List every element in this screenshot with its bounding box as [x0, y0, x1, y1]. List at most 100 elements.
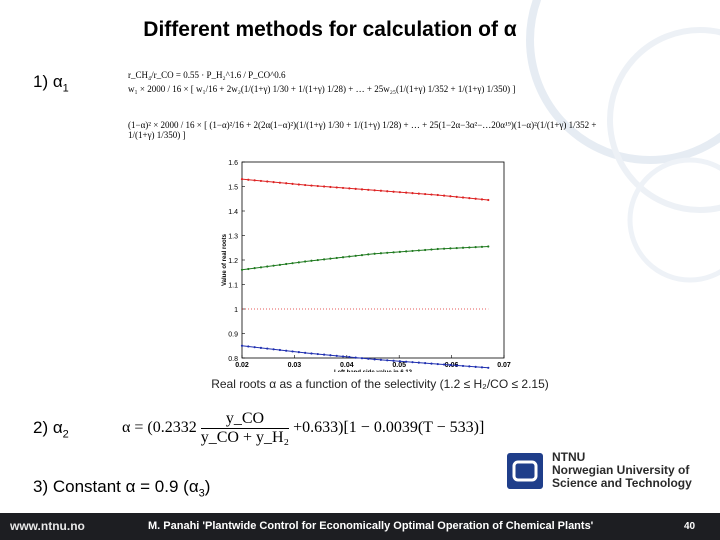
data-point [480, 245, 484, 248]
data-point [348, 355, 351, 359]
y-tick-label: 1.4 [228, 209, 238, 216]
data-point [291, 262, 294, 265]
data-point [304, 260, 307, 263]
data-point [348, 255, 351, 258]
data-point [430, 193, 433, 196]
data-point [253, 179, 256, 182]
data-point [379, 252, 383, 255]
data-point [322, 258, 326, 261]
data-point [442, 194, 446, 197]
data-point [316, 352, 319, 356]
data-point [322, 185, 326, 188]
data-point [354, 356, 357, 359]
data-point [272, 181, 275, 184]
data-point [442, 247, 446, 250]
data-point [341, 355, 345, 358]
data-point [247, 178, 250, 181]
data-point [278, 181, 281, 184]
equation-1: r_CH₄/r_CO = 0.55 · P_H₂^1.6 / P_CO^0.6 … [128, 70, 515, 94]
data-point [411, 361, 414, 364]
data-point [348, 187, 351, 190]
data-point [367, 253, 370, 256]
data-point [360, 357, 364, 360]
alpha-2-fraction: y_CO y_CO + y_H₂ [200, 410, 290, 447]
data-point [417, 192, 420, 195]
data-point [468, 246, 471, 249]
data-point [386, 251, 389, 254]
y-tick-label: 1.3 [228, 234, 238, 241]
data-point [360, 188, 364, 191]
data-point [304, 351, 307, 354]
ntnu-logo-text: NTNU Norwegian University of Science and… [552, 450, 692, 490]
data-point [461, 364, 465, 368]
data-point [442, 363, 446, 366]
data-point [285, 349, 288, 352]
data-point [329, 257, 332, 260]
data-point [272, 264, 275, 267]
data-point [240, 344, 244, 347]
plot-frame [241, 161, 505, 359]
data-point [480, 366, 484, 369]
data-point [341, 256, 345, 259]
method-1-label: 1) α1 [33, 72, 69, 95]
alpha-2-denominator: y_CO + y_H₂ [200, 429, 290, 446]
data-point [247, 345, 250, 348]
data-point [405, 250, 408, 253]
data-point [487, 366, 490, 369]
data-point [436, 193, 439, 197]
data-point [430, 362, 433, 365]
data-point [455, 364, 458, 367]
footer-citation: M. Panahi 'Plantwide Control for Economi… [148, 520, 594, 532]
data-point [487, 198, 490, 202]
data-point [304, 183, 307, 187]
data-point [253, 346, 256, 349]
data-point [411, 192, 414, 195]
data-point [373, 358, 376, 361]
data-point [398, 250, 401, 253]
y-tick-label: 1.5 [228, 185, 238, 192]
data-point [449, 247, 452, 250]
x-tick-label: 0.03 [288, 362, 302, 369]
y-tick-label: 0.9 [228, 332, 238, 339]
data-point [329, 354, 332, 357]
data-point [424, 248, 427, 252]
y-tick-label: 0.8 [228, 356, 238, 363]
data-point [278, 348, 281, 352]
data-point [386, 359, 389, 362]
data-point [392, 251, 395, 254]
data-point [259, 179, 263, 183]
data-point [354, 254, 357, 257]
data-point [468, 197, 471, 200]
data-point [297, 183, 300, 186]
data-point [424, 192, 427, 196]
y-tick-label: 1.6 [228, 160, 238, 167]
data-point [430, 248, 433, 251]
footer-bar: www.ntnu.no M. Panahi 'Plantwide Control… [0, 513, 720, 540]
data-point [297, 261, 300, 264]
data-point [468, 365, 471, 368]
data-point [487, 245, 490, 248]
data-point [278, 263, 281, 266]
data-point [474, 197, 477, 200]
data-point [436, 362, 439, 366]
data-point [449, 195, 452, 198]
data-point [379, 189, 383, 192]
data-point [285, 182, 288, 185]
data-point [360, 254, 364, 257]
data-point [474, 365, 477, 368]
data-point [405, 360, 408, 363]
x-tick-label: 0.02 [235, 362, 249, 369]
data-point [386, 190, 389, 193]
data-point [272, 348, 275, 351]
page-number: 40 [684, 521, 696, 532]
alpha-2-pre: α = (0.2332 [122, 419, 197, 437]
data-point [310, 184, 313, 187]
data-point [455, 246, 458, 250]
data-point [285, 262, 288, 266]
x-tick-label: 0.04 [340, 362, 354, 369]
data-point [373, 189, 376, 192]
data-point [474, 246, 477, 249]
data-point [417, 249, 420, 252]
data-point [329, 185, 332, 189]
data-point [417, 361, 420, 364]
